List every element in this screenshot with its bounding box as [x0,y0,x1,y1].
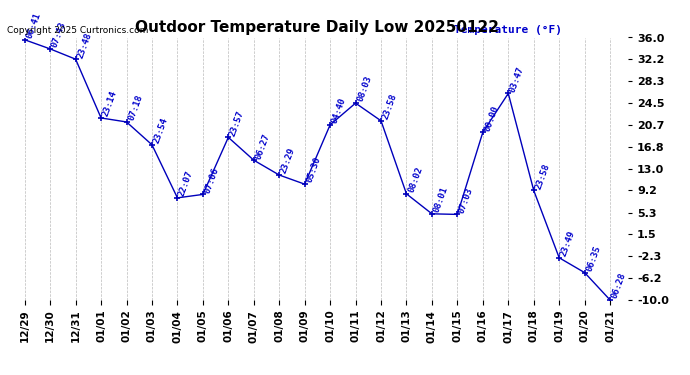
Text: 08:02: 08:02 [406,165,424,194]
Text: 07:06: 07:06 [203,166,221,194]
Text: 06:41: 06:41 [25,12,42,40]
Text: 03:47: 03:47 [509,65,526,93]
Title: Outdoor Temperature Daily Low 20250122: Outdoor Temperature Daily Low 20250122 [135,20,500,35]
Text: 06:28: 06:28 [610,272,628,300]
Text: 23:29: 23:29 [279,147,297,175]
Text: 22:07: 22:07 [177,170,195,198]
Text: 23:54: 23:54 [152,117,170,145]
Text: 06:35: 06:35 [584,244,602,273]
Text: 23:58: 23:58 [534,162,551,190]
Text: 00:00: 00:00 [483,104,500,132]
Text: 23:49: 23:49 [559,230,577,258]
Text: Temperature (°F): Temperature (°F) [454,25,562,35]
Text: 07:43: 07:43 [50,21,68,49]
Text: 07:18: 07:18 [126,94,144,122]
Text: 23:48: 23:48 [76,31,93,59]
Text: 06:27: 06:27 [254,132,271,160]
Text: 08:01: 08:01 [432,186,450,214]
Text: 23:58: 23:58 [381,93,399,121]
Text: 04:40: 04:40 [330,96,348,125]
Text: 05:30: 05:30 [305,156,322,184]
Text: 23:57: 23:57 [228,109,246,137]
Text: 07:03: 07:03 [457,186,475,214]
Text: 08:03: 08:03 [355,75,373,103]
Text: 23:14: 23:14 [101,90,119,118]
Text: Copyright 2025 Curtronics.com: Copyright 2025 Curtronics.com [7,26,148,35]
